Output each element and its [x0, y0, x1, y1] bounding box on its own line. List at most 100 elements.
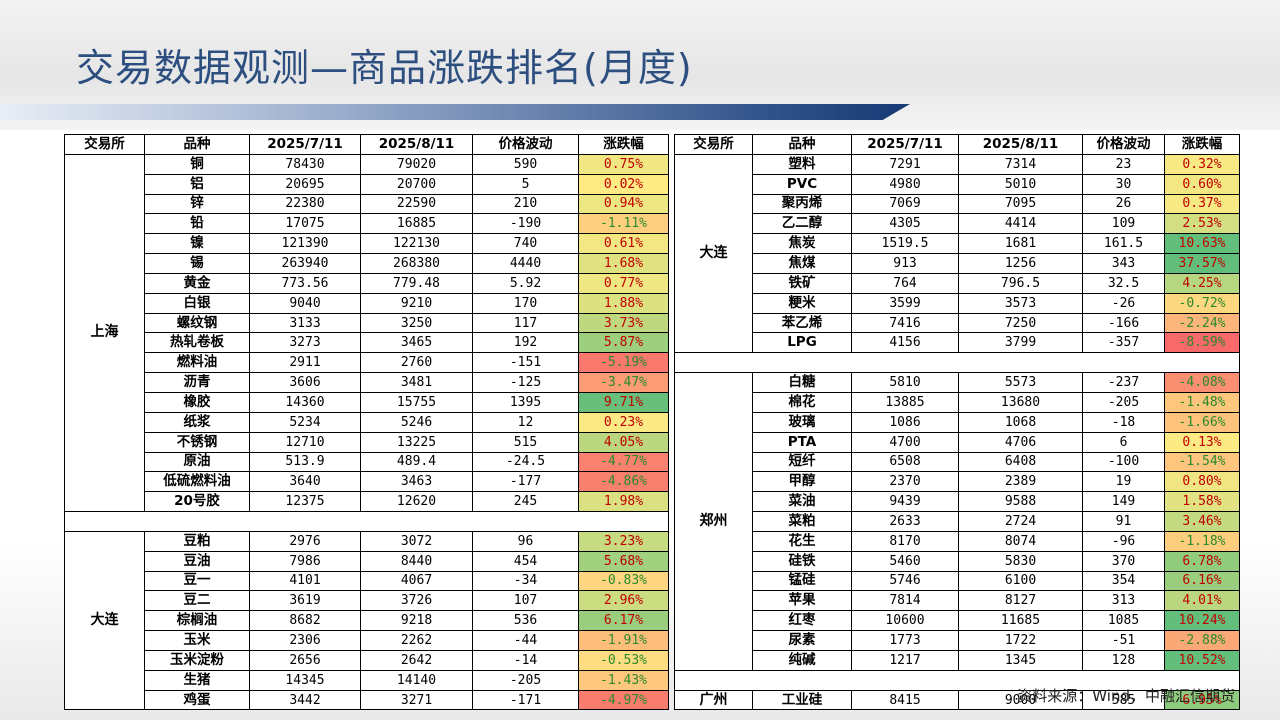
price-change-cell: 96 — [472, 530, 579, 552]
price-date1-cell: 17075 — [249, 213, 361, 235]
separator-cell — [64, 511, 669, 532]
price-date1-cell: 22380 — [249, 193, 361, 215]
table-row: 橡胶 14360 15755 1395 9.71% — [65, 391, 669, 413]
variety-cell: 棉花 — [752, 391, 852, 413]
price-date2-cell: 4706 — [958, 431, 1083, 453]
change-pct-cell: -4.86% — [578, 471, 669, 493]
price-date2-cell: 9000 — [958, 689, 1083, 711]
price-date2-cell: 6100 — [958, 570, 1083, 592]
change-pct-cell: -0.72% — [1164, 292, 1240, 314]
variety-cell: 花生 — [752, 530, 852, 552]
header-date-1: 2025/7/11 — [249, 134, 361, 155]
variety-cell: 镍 — [144, 233, 250, 255]
table-row: 豆一 4101 4067 -34 -0.83% — [65, 570, 669, 592]
price-change-cell: 1395 — [472, 391, 579, 413]
price-date2-cell: 3465 — [360, 332, 473, 354]
table-row: 豆二 3619 3726 107 2.96% — [65, 590, 669, 612]
price-change-cell: 26 — [1082, 193, 1165, 215]
price-date1-cell: 3599 — [851, 292, 959, 314]
change-pct-cell: -1.48% — [1164, 391, 1240, 413]
price-date1-cell: 2370 — [851, 471, 959, 493]
price-date2-cell: 2262 — [360, 630, 473, 651]
variety-cell: 粳米 — [752, 292, 852, 314]
price-change-cell: -51 — [1082, 630, 1165, 651]
variety-cell: 铅 — [144, 213, 250, 235]
exchange-cell: 郑州 — [674, 372, 753, 671]
change-pct-cell: 5.68% — [578, 550, 669, 572]
price-date1-cell: 263940 — [249, 253, 361, 274]
source-note: 资料来源：Wind，中融汇信期货 — [1017, 687, 1235, 705]
price-date1-cell: 3640 — [249, 471, 361, 493]
group-separator-row — [64, 511, 669, 532]
variety-cell: 焦煤 — [752, 253, 852, 274]
price-date1-cell: 2656 — [249, 649, 361, 671]
variety-cell: 玉米 — [144, 630, 250, 651]
change-pct-cell: -0.83% — [578, 570, 669, 592]
table-row: 玻璃 1086 1068 -18 -1.66% — [675, 411, 1240, 433]
table-row: PTA 4700 4706 6 0.13% — [675, 431, 1240, 453]
exchange-cell: 广州 — [674, 689, 753, 711]
table-row: 纯碱 1217 1345 128 10.52% — [675, 649, 1240, 671]
price-change-cell: -18 — [1082, 411, 1165, 433]
price-date1-cell: 7291 — [851, 153, 959, 175]
commodity-table-right: 交易所 品种 2025/7/11 2025/8/11 价格波动 涨跌幅 大连 塑料… — [674, 134, 1240, 711]
change-pct-cell: 4.05% — [578, 431, 669, 453]
price-change-cell: 12 — [472, 411, 579, 433]
price-date2-cell: 3799 — [958, 332, 1083, 354]
variety-cell: 不锈钢 — [144, 431, 250, 453]
price-date1-cell: 5810 — [851, 372, 959, 393]
variety-cell: 苯乙烯 — [752, 312, 852, 334]
price-date1-cell: 121390 — [249, 233, 361, 255]
table-row: 广州 工业硅 8415 9000 585 6.95% — [674, 689, 1240, 711]
price-date2-cell: 9588 — [958, 491, 1083, 513]
price-change-cell: 23 — [1082, 153, 1165, 175]
table-row: 玉米淀粉 2656 2642 -14 -0.53% — [65, 649, 669, 671]
price-change-cell: 740 — [472, 233, 579, 255]
price-date2-cell: 11685 — [958, 610, 1083, 632]
price-date2-cell: 5830 — [958, 550, 1083, 572]
variety-cell: 热轧卷板 — [144, 332, 250, 354]
price-date2-cell: 4067 — [360, 570, 473, 592]
price-date2-cell: 12620 — [360, 491, 473, 513]
variety-cell: 原油 — [144, 451, 250, 473]
price-date1-cell: 12375 — [249, 491, 361, 513]
table-row: 黄金 773.56 779.48 5.92 0.77% — [65, 272, 669, 294]
header-exchange: 交易所 — [674, 134, 753, 155]
price-change-cell: 590 — [472, 153, 579, 175]
variety-cell: 玻璃 — [752, 411, 852, 433]
price-date2-cell: 3072 — [360, 530, 473, 552]
table-row: 不锈钢 12710 13225 515 4.05% — [65, 431, 669, 453]
price-change-cell: 4440 — [472, 253, 579, 274]
price-change-cell: 210 — [472, 193, 579, 215]
price-date2-cell: 7095 — [958, 193, 1083, 215]
variety-cell: PVC — [752, 173, 852, 195]
price-date2-cell: 8127 — [958, 590, 1083, 612]
header-date-2: 2025/8/11 — [958, 134, 1083, 155]
variety-cell: 硅铁 — [752, 550, 852, 572]
price-date1-cell: 6508 — [851, 451, 959, 473]
variety-cell: PTA — [752, 431, 852, 453]
change-pct-cell: 4.25% — [1164, 272, 1240, 294]
price-date1-cell: 8170 — [851, 530, 959, 552]
price-date1-cell: 764 — [851, 272, 959, 294]
header-variety: 品种 — [144, 134, 250, 155]
table-row: 生猪 14345 14140 -205 -1.43% — [65, 669, 669, 691]
price-date1-cell: 1217 — [851, 649, 959, 671]
exchange-cell: 上海 — [64, 153, 145, 513]
price-date2-cell: 2760 — [360, 352, 473, 374]
header-exchange: 交易所 — [64, 134, 145, 155]
variety-cell: 白银 — [144, 292, 250, 314]
header-change-pct: 涨跌幅 — [1164, 134, 1240, 155]
price-date2-cell: 3573 — [958, 292, 1083, 314]
change-pct-cell: -8.59% — [1164, 332, 1240, 354]
variety-cell: 锰硅 — [752, 570, 852, 592]
price-change-cell: -44 — [472, 630, 579, 651]
table-row: 焦炭 1519.5 1681 161.5 10.63% — [675, 233, 1240, 255]
table-row: 焦煤 913 1256 343 37.57% — [675, 253, 1240, 274]
table-row: 螺纹钢 3133 3250 117 3.73% — [65, 312, 669, 334]
table-header-row: 交易所 品种 2025/7/11 2025/8/11 价格波动 涨跌幅 — [674, 134, 1240, 155]
header-change-pct: 涨跌幅 — [578, 134, 669, 155]
change-pct-cell: 0.23% — [578, 411, 669, 433]
variety-cell: 苹果 — [752, 590, 852, 612]
price-date2-cell: 15755 — [360, 391, 473, 413]
